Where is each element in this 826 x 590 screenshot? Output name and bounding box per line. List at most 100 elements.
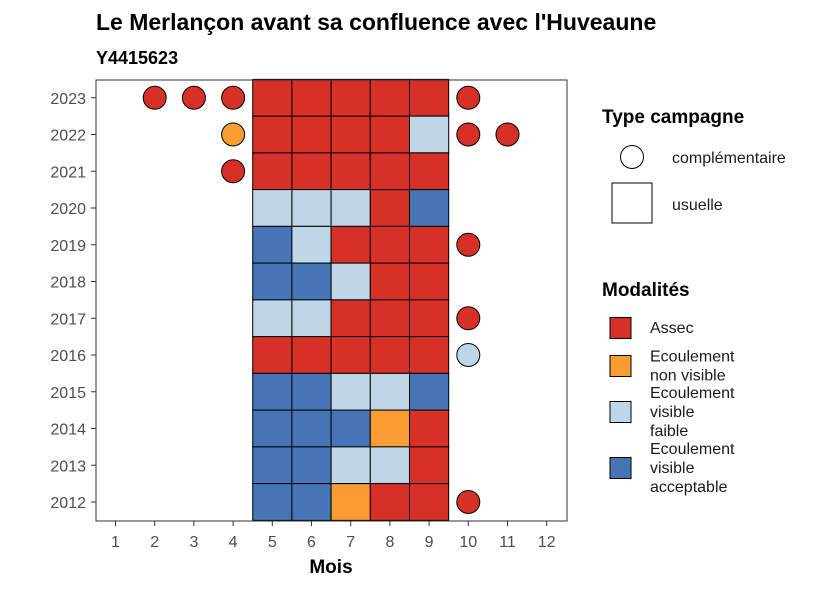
legend-type-label-complementaire: complémentaire <box>672 150 786 167</box>
heatmap-cell <box>291 189 332 227</box>
heatmap-cell <box>369 225 410 264</box>
heatmap-cell <box>409 483 450 521</box>
heatmap-cell <box>330 115 371 154</box>
x-tick-label: 12 <box>538 534 556 551</box>
heatmap-cell <box>409 409 450 448</box>
complementaire-point <box>181 85 206 110</box>
x-axis-label: Mois <box>309 557 352 578</box>
complementaire-point <box>456 306 481 331</box>
heatmap-cell <box>369 78 410 117</box>
heatmap-cell <box>409 446 450 485</box>
heatmap-cell <box>330 78 371 117</box>
complementaire-point <box>456 122 481 147</box>
legend-modalite-label: visible <box>650 404 695 421</box>
heatmap-cell <box>369 299 410 338</box>
heatmap-cell <box>252 115 293 154</box>
x-tick-label: 8 <box>385 534 394 551</box>
legend-modalite-swatch <box>609 317 632 339</box>
y-tick-label: 2014 <box>50 422 86 439</box>
legend-modalites-title: Modalités <box>602 280 690 301</box>
heatmap-cell <box>409 372 450 411</box>
heatmap-cell <box>409 189 450 227</box>
legend-modalite-label: Assec <box>650 320 694 337</box>
heatmap-cell <box>409 115 450 154</box>
heatmap-cell <box>369 372 410 411</box>
heatmap-cells <box>252 78 450 521</box>
heatmap-cell <box>291 483 332 521</box>
heatmap-cell <box>409 225 450 264</box>
x-axis: 1 2 3 4 5 6 7 8 9 10 11 12 <box>111 521 556 551</box>
legend-type-title: Type campagne <box>602 107 744 128</box>
y-tick-label: 2022 <box>50 128 86 145</box>
heatmap-cell <box>330 409 371 448</box>
heatmap-cell <box>369 115 410 154</box>
complementaire-point <box>221 122 246 147</box>
y-tick-label: 2017 <box>50 311 86 328</box>
x-tick-label: 4 <box>229 534 238 551</box>
heatmap-cell <box>369 262 410 301</box>
heatmap-cell <box>330 152 371 191</box>
y-tick-label: 2012 <box>50 495 86 512</box>
heatmap-cell <box>291 299 332 338</box>
y-tick-label: 2023 <box>50 91 86 108</box>
heatmap-cell <box>409 336 450 374</box>
complementaire-point <box>495 122 520 147</box>
legend-modalite-swatch <box>609 355 632 377</box>
legend-modalite-label: non visible <box>650 368 726 385</box>
heatmap-cell <box>369 336 410 374</box>
heatmap-cell <box>252 336 293 374</box>
heatmap-cell <box>330 262 371 301</box>
x-tick-label: 11 <box>499 534 516 551</box>
heatmap-cell <box>291 336 332 374</box>
y-axis: 2012 2013 2014 2015 2016 2017 2018 2019 2020 2021… <box>50 91 96 512</box>
complementaire-point <box>456 85 481 110</box>
legend-modalite-label: visible <box>650 460 695 477</box>
heatmap-cell <box>330 225 371 264</box>
heatmap-cell <box>252 189 293 227</box>
y-tick-label: 2021 <box>50 164 86 181</box>
x-tick-label: 6 <box>307 534 316 551</box>
y-tick-label: 2015 <box>50 385 86 402</box>
heatmap-cell <box>291 78 332 117</box>
chart-title: Le Merlançon avant sa confluence avec l'… <box>96 9 656 35</box>
heatmap-cell <box>252 262 293 301</box>
legend-type-campagne: Type campagne complémentaire usuelle <box>602 107 786 224</box>
complementaire-point <box>221 159 246 184</box>
complementaire-point <box>142 85 167 110</box>
heatmap-cell <box>330 336 371 374</box>
heatmap-cell <box>330 483 371 521</box>
heatmap-cell <box>369 446 410 485</box>
heatmap-cell <box>291 225 332 264</box>
heatmap-cell <box>330 446 371 485</box>
complementaire-point <box>456 343 481 367</box>
x-tick-label: 5 <box>268 534 277 551</box>
x-tick-label: 7 <box>346 534 355 551</box>
heatmap-cell <box>291 152 332 191</box>
x-tick-label: 10 <box>459 534 477 551</box>
heatmap-cell <box>330 189 371 227</box>
heatmap-cell <box>291 446 332 485</box>
heatmap-cell <box>252 409 293 448</box>
x-tick-label: 3 <box>189 534 198 551</box>
heatmap-cell <box>409 262 450 301</box>
heatmap-cell <box>369 189 410 227</box>
legend-modalite-label: Ecoulement <box>650 349 735 366</box>
heatmap-cell <box>330 299 371 338</box>
heatmap-cell <box>252 372 293 411</box>
heatmap-cell <box>291 372 332 411</box>
heatmap-cell <box>252 446 293 485</box>
legend-modalite-label: Ecoulement <box>650 385 735 402</box>
x-tick-label: 1 <box>111 534 120 551</box>
chart-subtitle: Y4415623 <box>96 48 178 68</box>
heatmap-cell <box>252 225 293 264</box>
x-tick-label: 2 <box>150 534 159 551</box>
y-tick-label: 2018 <box>50 275 86 292</box>
heatmap-cell <box>291 409 332 448</box>
heatmap-cell <box>291 115 332 154</box>
heatmap-cell <box>252 78 293 117</box>
heatmap-cell <box>409 299 450 338</box>
legend-modalite-label: acceptable <box>650 479 727 496</box>
legend-modalite-swatch <box>609 457 632 479</box>
